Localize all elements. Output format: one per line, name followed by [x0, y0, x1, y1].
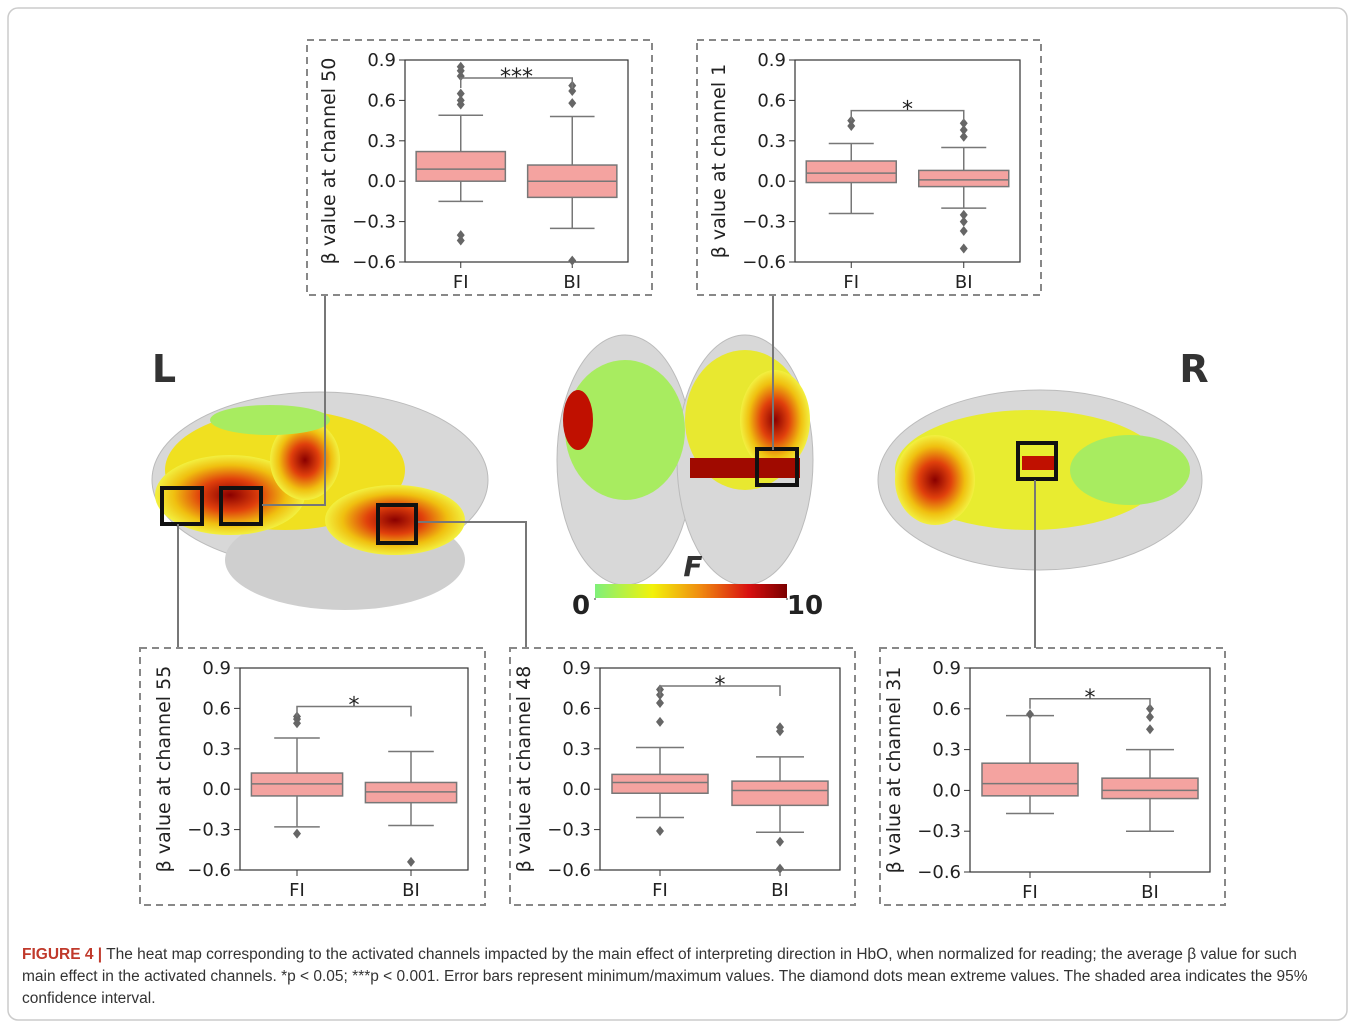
y-tick-label: 0.6: [932, 699, 961, 720]
y-tick-label: −0.3: [917, 821, 961, 842]
x-tick-label: FI: [1022, 882, 1038, 903]
y-tick-label: 0.9: [757, 50, 786, 71]
y-tick-label: −0.6: [187, 860, 231, 881]
right-brain: [878, 390, 1202, 570]
box: [982, 763, 1078, 796]
x-tick-label: BI: [563, 272, 581, 293]
significance-label: *: [715, 673, 726, 698]
plot-area: [600, 668, 840, 870]
box: [919, 170, 1009, 186]
y-tick-label: 0.0: [562, 779, 591, 800]
y-tick-label: 0.6: [562, 698, 591, 719]
x-tick-label: BI: [1141, 882, 1159, 903]
box-plot: −0.6 −0.3 0.0 0.3 0.6 0.9 β value at channel 1…: [697, 40, 1041, 295]
y-tick-label: 0.6: [202, 698, 231, 719]
box: [806, 161, 896, 183]
y-tick-label: 0.0: [932, 780, 961, 801]
significance-label: *: [902, 98, 913, 123]
y-axis-label: β value at channel 1: [708, 64, 730, 259]
caption-text: The heat map corresponding to the activa…: [22, 946, 1307, 1007]
x-tick-label: FI: [843, 272, 859, 293]
y-axis-label: β value at channel 48: [513, 666, 535, 873]
caption-label: FIGURE 4 |: [22, 946, 102, 963]
x-tick-label: FI: [453, 272, 469, 293]
box-plot: −0.6 −0.3 0.0 0.3 0.6 0.9 β value at channel 5…: [307, 40, 652, 295]
y-tick-label: 0.3: [932, 740, 961, 761]
colorbar: [595, 584, 787, 598]
y-axis-label: β value at channel 31: [883, 667, 905, 874]
y-tick-label: 0.0: [202, 779, 231, 800]
y-tick-label: −0.6: [742, 252, 786, 273]
y-tick-label: 0.3: [367, 131, 396, 152]
x-tick-label: BI: [402, 880, 420, 901]
caption: FIGURE 4 | The heat map corresponding to…: [22, 944, 1332, 1010]
y-tick-label: 0.9: [367, 50, 396, 71]
significance-label: *: [349, 693, 360, 718]
y-axis-label: β value at channel 50: [318, 58, 340, 265]
x-tick-label: FI: [652, 880, 668, 901]
figure: L R F 0 10 −0.6 −0.3 0.0 0.3 0.6 0.9 β value at …: [0, 0, 1355, 1027]
y-tick-label: 0.9: [562, 658, 591, 679]
colorbar-tick-label: 0: [572, 591, 590, 621]
box: [416, 152, 505, 182]
significance-label: ***: [500, 65, 533, 90]
y-axis-label: β value at channel 55: [153, 666, 175, 873]
y-tick-label: −0.3: [547, 820, 591, 841]
significance-label: *: [1085, 686, 1096, 711]
y-tick-label: 0.0: [367, 171, 396, 192]
box: [732, 781, 828, 805]
y-tick-label: −0.3: [187, 820, 231, 841]
x-tick-label: BI: [771, 880, 789, 901]
box-plot: −0.6 −0.3 0.0 0.3 0.6 0.9 β value at channel 3…: [880, 648, 1225, 905]
y-tick-label: 0.9: [202, 658, 231, 679]
colorbar-title: F: [683, 550, 702, 583]
y-tick-label: 0.3: [562, 739, 591, 760]
y-tick-label: 0.3: [202, 739, 231, 760]
y-tick-label: 0.3: [757, 131, 786, 152]
hemisphere-label: R: [1179, 347, 1208, 391]
box-plot: −0.6 −0.3 0.0 0.3 0.6 0.9 β value at channel 4…: [510, 648, 855, 905]
y-tick-label: −0.6: [917, 862, 961, 883]
box-plot: −0.6 −0.3 0.0 0.3 0.6 0.9 β value at channel 5…: [140, 648, 485, 905]
y-tick-label: −0.6: [352, 252, 396, 273]
box: [1102, 778, 1198, 798]
page: L R F 0 10 −0.6 −0.3 0.0 0.3 0.6 0.9 β value at …: [0, 0, 1355, 1027]
front-brain: [557, 335, 813, 585]
y-tick-label: −0.3: [742, 212, 786, 233]
y-tick-label: −0.3: [352, 212, 396, 233]
y-tick-label: 0.6: [757, 90, 786, 111]
y-tick-label: −0.6: [547, 860, 591, 881]
x-tick-label: FI: [289, 880, 305, 901]
x-tick-label: BI: [955, 272, 973, 293]
y-tick-label: 0.0: [757, 171, 786, 192]
hemisphere-label: L: [152, 347, 176, 391]
left-brain: [152, 392, 488, 610]
colorbar-tick-label: 10: [787, 591, 823, 621]
y-tick-label: 0.9: [932, 658, 961, 679]
y-tick-label: 0.6: [367, 90, 396, 111]
box: [612, 774, 708, 793]
